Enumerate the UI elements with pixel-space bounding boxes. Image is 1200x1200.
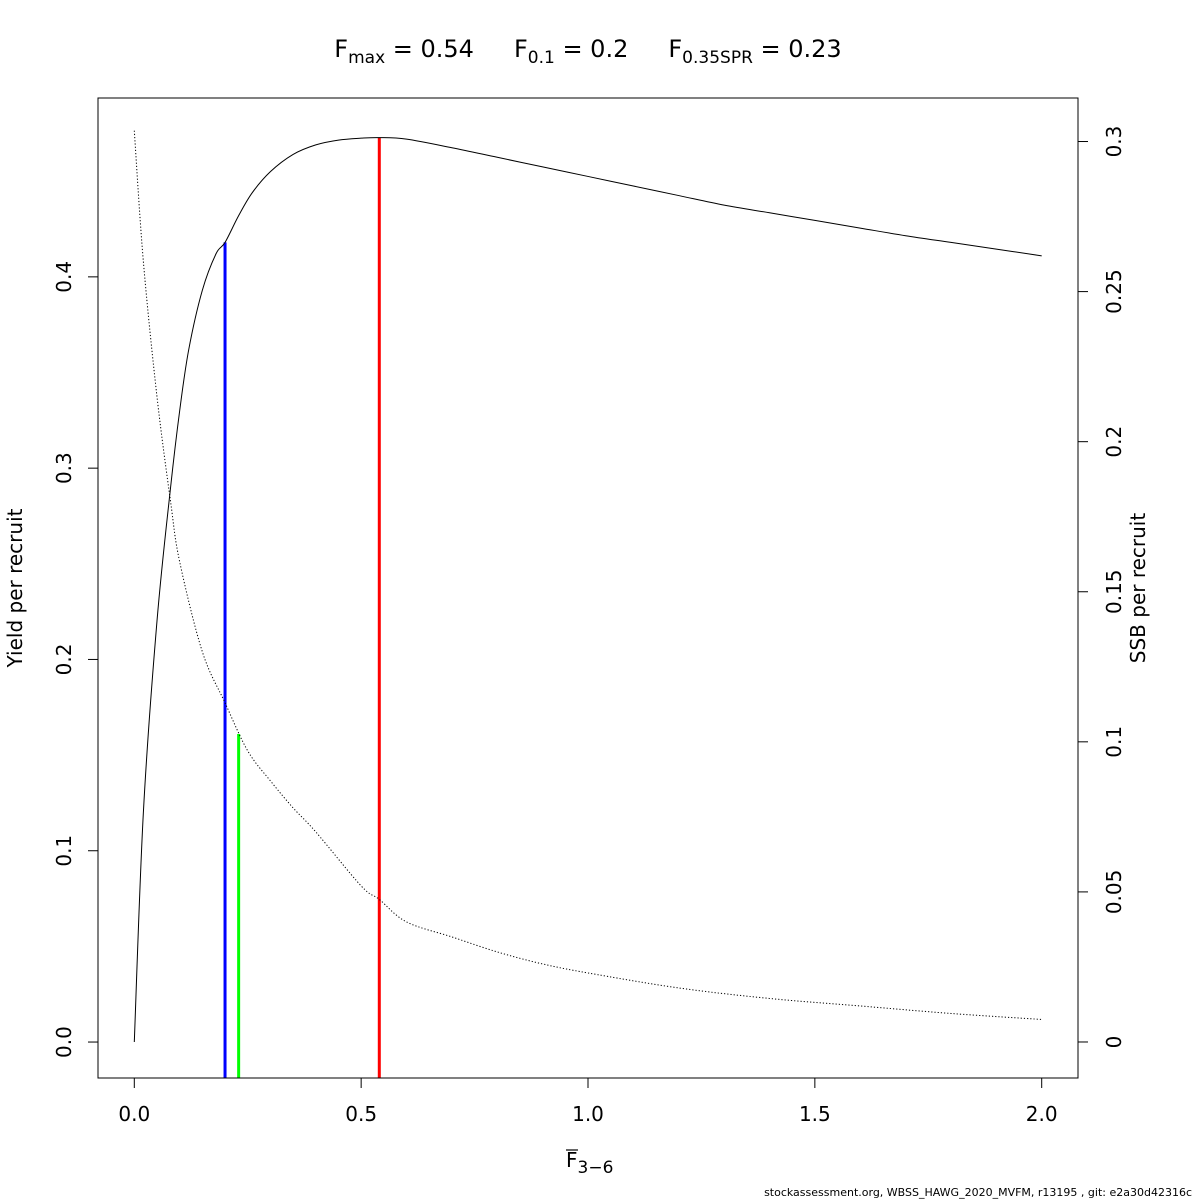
x-axis-label-text: F3−6 [566,1148,613,1178]
y-tick-label: 0.1 [52,835,76,867]
y-tick-label: 0.3 [52,452,76,484]
y-axis-right: 0 0.05 0.1 0.15 0.2 0.25 0.3 [1077,126,1126,1049]
y-tick-label: 0.2 [52,644,76,676]
title-part-1-sub: 0.1 [528,48,555,68]
title-part-1-main: F [514,35,528,63]
x-tick-label: 1.5 [799,1102,831,1126]
title-part-0-value: = 0.54 [385,35,474,63]
title-part-0-sub: max [348,48,385,68]
x-tick-label: 0.0 [118,1102,150,1126]
y-axis-left: 0.0 0.1 0.2 0.3 0.4 [52,261,99,1058]
chart-title: Fmax = 0.54 F0.1 = 0.2 F0.35SPR = 0.23 [334,35,841,68]
x-axis-label: F3−6 [566,1148,613,1178]
footer-text: stockassessment.org, WBSS_HAWG_2020_MVFM… [764,1186,1192,1199]
series-layer [133,130,1042,1043]
y2-tick-label: 0.2 [1102,426,1126,458]
y2-tick-label: 0.3 [1102,126,1126,158]
y-axis-label: Yield per recruit [3,508,27,668]
title-part-2-main: F [668,35,682,63]
title-part-2-sub: 0.35SPR [682,48,753,68]
y2-tick-label: 0 [1102,1036,1126,1049]
title-part-2-value: = 0.23 [753,35,842,63]
title-part-0-main: F [334,35,348,63]
yield-per-recruit-line [133,137,1042,1043]
x-tick-label: 1.0 [572,1102,604,1126]
reference-lines [223,137,381,1078]
y2-tick-label: 0.25 [1102,269,1126,314]
title-part-1-value: = 0.2 [555,35,629,63]
x-tick-label: 2.0 [1026,1102,1058,1126]
x-tick-label: 0.5 [345,1102,377,1126]
x-axis: 0.0 0.5 1.0 1.5 2.0 [118,1077,1058,1126]
y2-tick-label: 0.1 [1102,726,1126,758]
y-tick-label: 0.4 [52,261,76,293]
y2-tick-label: 0.15 [1102,569,1126,614]
y-tick-label: 0.0 [52,1026,76,1058]
y2-axis-label: SSB per recruit [1126,513,1150,664]
y2-tick-label: 0.05 [1102,870,1126,915]
